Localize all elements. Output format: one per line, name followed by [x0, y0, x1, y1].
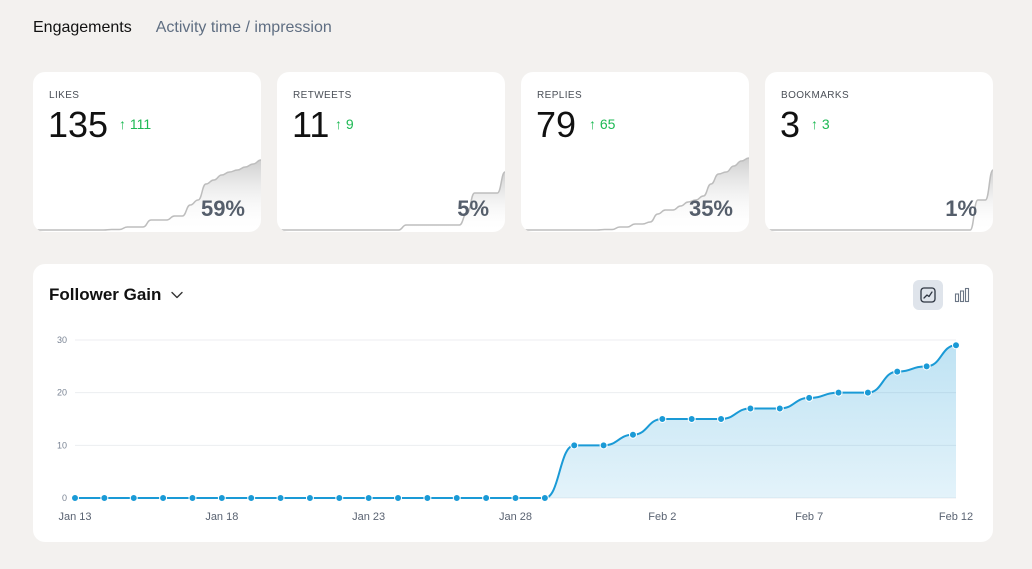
x-tick-label: Jan 13: [58, 511, 91, 523]
data-point[interactable]: [775, 404, 784, 413]
card-delta: ↑ 3: [811, 116, 830, 132]
card-delta: ↑ 65: [589, 116, 615, 132]
tab-activity-time[interactable]: Activity time / impression: [155, 19, 332, 36]
x-tick-label: Feb 2: [648, 511, 676, 523]
data-point[interactable]: [717, 415, 726, 423]
data-point[interactable]: [71, 494, 79, 502]
card-percent: 59%: [200, 196, 245, 221]
card-value: 3: [780, 104, 801, 145]
chevron-down-icon: [171, 291, 184, 299]
sparkline-area: [277, 172, 505, 232]
card-likes[interactable]: LIKES 135 ↑ 111 59%: [33, 72, 261, 232]
bookmarks-sparkline: [765, 169, 993, 232]
card-label: REPLIES: [537, 90, 583, 101]
follower-gain-panel: 0 10 20 30 Jan 13 Jan 18 Jan 23 Jan 28 Feb 2 Feb …: [33, 264, 993, 542]
series-area: [75, 345, 956, 498]
data-point[interactable]: [746, 404, 755, 413]
arrow-up-icon: ↑: [335, 116, 342, 132]
data-point[interactable]: [247, 494, 256, 502]
delta-value: 3: [821, 116, 830, 132]
y-tick-label: 0: [62, 493, 67, 503]
data-point[interactable]: [100, 494, 109, 502]
sparkline-line: [765, 169, 993, 231]
data-point[interactable]: [394, 494, 403, 502]
card-percent: 35%: [688, 196, 733, 221]
y-tick-label: 20: [57, 388, 67, 398]
delta-value: 111: [129, 116, 152, 132]
tab-bar: Engagements Activity time / impression: [33, 18, 332, 38]
data-point[interactable]: [452, 494, 461, 502]
data-point[interactable]: [364, 494, 373, 502]
arrow-up-icon: ↑: [119, 116, 126, 132]
data-point[interactable]: [482, 494, 491, 502]
sparkline-line: [521, 157, 749, 231]
metric-cards: LIKES 135 ↑ 111 59% RETWEETS 11 ↑ 9 5% R…: [33, 72, 993, 232]
data-point[interactable]: [599, 441, 608, 450]
data-point[interactable]: [922, 362, 931, 371]
y-tick-label: 10: [57, 440, 67, 450]
card-bookmarks[interactable]: BOOKMARKS 3 ↑ 3 1%: [765, 72, 993, 232]
data-point[interactable]: [834, 388, 843, 397]
card-delta: ↑ 111: [119, 116, 151, 132]
arrow-up-icon: ↑: [811, 116, 818, 132]
card-percent: 1%: [945, 196, 977, 221]
data-point[interactable]: [893, 367, 902, 376]
likes-sparkline: [33, 159, 261, 232]
card-label: RETWEETS: [293, 90, 352, 101]
card-label: LIKES: [49, 90, 80, 101]
card-value: 79: [536, 104, 577, 145]
data-point[interactable]: [335, 494, 344, 502]
line-chart-icon: [920, 287, 936, 303]
data-point[interactable]: [511, 494, 520, 502]
data-point[interactable]: [863, 388, 872, 397]
data-point[interactable]: [687, 415, 696, 423]
card-delta: ↑ 9: [335, 116, 354, 132]
card-value: 11: [292, 104, 330, 145]
line-chart-toggle[interactable]: [913, 280, 943, 310]
card-value: 135: [48, 104, 109, 145]
data-point[interactable]: [423, 494, 432, 502]
data-point[interactable]: [570, 441, 579, 450]
data-point[interactable]: [159, 494, 168, 502]
retweets-sparkline: [277, 171, 505, 232]
data-point[interactable]: [188, 494, 197, 502]
delta-value: 65: [599, 116, 616, 132]
x-tick-label: Jan 28: [499, 511, 532, 523]
card-label: BOOKMARKS: [781, 90, 850, 101]
x-tick-label: Feb 12: [939, 511, 973, 523]
x-tick-label: Jan 23: [352, 511, 385, 523]
sparkline-line: [33, 159, 261, 231]
card-percent: 5%: [457, 196, 489, 221]
delta-value: 9: [345, 116, 354, 132]
sparkline-area: [33, 160, 261, 232]
y-tick-label: 30: [57, 335, 67, 345]
card-retweets[interactable]: RETWEETS 11 ↑ 9 5%: [277, 72, 505, 232]
data-point[interactable]: [540, 494, 549, 502]
data-point[interactable]: [628, 430, 637, 439]
data-point[interactable]: [952, 341, 960, 350]
data-point[interactable]: [805, 393, 814, 402]
data-point[interactable]: [658, 415, 667, 423]
replies-sparkline: [521, 157, 749, 232]
chart-metric-dropdown[interactable]: Follower Gain: [49, 285, 184, 305]
bar-chart-toggle[interactable]: [947, 280, 977, 310]
follower-gain-chart: 0 10 20 30 Jan 13 Jan 18 Jan 23 Jan 28 Feb 2 Feb …: [57, 335, 973, 523]
tab-engagements[interactable]: Engagements: [33, 19, 132, 36]
data-point[interactable]: [129, 494, 138, 502]
x-tick-label: Jan 18: [205, 511, 238, 523]
data-point[interactable]: [217, 494, 226, 502]
arrow-up-icon: ↑: [589, 116, 596, 132]
bar-chart-icon: [954, 287, 970, 303]
sparkline-area: [521, 158, 749, 232]
data-point[interactable]: [305, 494, 314, 502]
sparkline-line: [277, 171, 505, 231]
panel-title: Follower Gain: [49, 285, 162, 304]
x-tick-label: Feb 7: [795, 511, 823, 523]
data-point[interactable]: [276, 494, 285, 502]
card-replies[interactable]: REPLIES 79 ↑ 65 35%: [521, 72, 749, 232]
